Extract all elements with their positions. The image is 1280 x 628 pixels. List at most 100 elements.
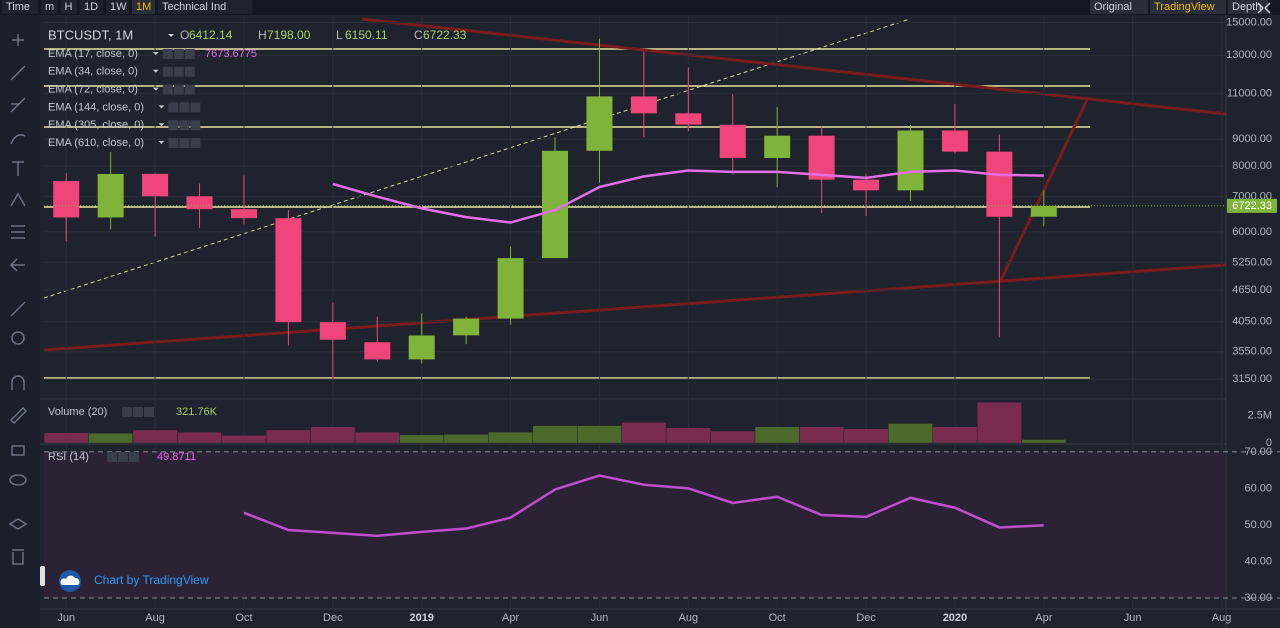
y-tick-label: 8000.00 [1232, 160, 1272, 172]
toolbar-button[interactable] [132, 0, 155, 14]
ohlc-key: L [336, 28, 343, 42]
back-icon[interactable] [9, 258, 25, 272]
legend-button[interactable] [129, 452, 139, 462]
legend-button[interactable] [144, 407, 154, 417]
legend-button[interactable] [190, 120, 201, 131]
trend-icon[interactable] [10, 65, 26, 81]
candle-body [453, 318, 480, 336]
candle-body [53, 180, 80, 218]
magnet-icon[interactable] [11, 375, 25, 390]
candle-body [764, 135, 791, 159]
volume-bar [976, 401, 1022, 444]
indicator-label: EMA (17, close, 0) [48, 48, 138, 60]
legend-button[interactable] [184, 49, 195, 59]
legend-button[interactable] [168, 120, 179, 131]
legend-button[interactable] [179, 120, 190, 131]
toolbar-label: 1D [84, 1, 98, 13]
legend-button[interactable] [184, 84, 195, 95]
pen-icon[interactable] [9, 406, 28, 425]
lock-icon[interactable] [11, 445, 25, 456]
y-tick-label: 11000.00 [1227, 87, 1272, 99]
candle-body [497, 258, 524, 319]
y-tick-label: 13000.00 [1226, 49, 1272, 61]
y-tick-label: 30.00 [1244, 592, 1272, 604]
candle-body [275, 218, 302, 323]
legend-button[interactable] [173, 66, 184, 77]
legend-button[interactable] [162, 49, 173, 59]
toolbar-button[interactable] [158, 0, 253, 14]
x-tick-label: 2019 [409, 612, 433, 624]
view-button[interactable] [1090, 0, 1148, 14]
text-icon[interactable] [12, 161, 24, 176]
legend-button[interactable] [162, 66, 173, 77]
x-tick-label: Dec [323, 612, 343, 624]
pattern-icon[interactable] [10, 192, 26, 207]
y-tick-label: 60.00 [1244, 482, 1272, 494]
candle-body [1030, 205, 1057, 217]
legend-button[interactable] [118, 452, 128, 462]
toolbar-button[interactable] [41, 0, 58, 14]
legend-button[interactable] [184, 66, 195, 77]
x-tick-label: 2020 [943, 612, 967, 624]
candle-body [319, 322, 346, 340]
scroll-handle [40, 566, 45, 586]
volume-bar [932, 426, 978, 444]
volume-bar [443, 434, 489, 444]
legend-button[interactable] [162, 84, 173, 95]
toolbar-button[interactable] [106, 0, 129, 14]
indicator-label: EMA (72, close, 0) [48, 84, 138, 96]
x-tick-label: Aug [145, 612, 165, 624]
y-tick-label: 5250.00 [1232, 256, 1272, 268]
legend-button[interactable] [133, 407, 143, 417]
y-tick-label: 0 [1266, 437, 1272, 449]
volume-bar [843, 428, 889, 444]
eye-icon[interactable] [9, 474, 27, 486]
legend-button[interactable] [173, 84, 184, 95]
ohlc-value: 6412.14 [189, 28, 233, 42]
legend-button[interactable] [107, 452, 117, 462]
cursor-icon[interactable] [12, 34, 24, 46]
toolbar-button[interactable] [80, 0, 103, 14]
volume-bar [88, 432, 134, 444]
candle-body [986, 151, 1013, 217]
legend-button[interactable] [179, 138, 190, 148]
layers-icon[interactable] [8, 518, 28, 530]
ruler-icon[interactable] [10, 301, 26, 317]
legend-button[interactable] [190, 138, 201, 148]
zoom-icon[interactable] [11, 331, 25, 345]
volume-bar [132, 429, 178, 444]
measure-icon[interactable] [11, 225, 25, 239]
fullscreen-icon[interactable] [1257, 2, 1271, 14]
volume-bar [221, 435, 267, 444]
legend-button[interactable] [179, 102, 190, 113]
toolbar-label: 1M [136, 1, 151, 13]
rsi-band [44, 451, 1226, 598]
toolbar-button[interactable] [60, 0, 78, 14]
indicator-label: EMA (610, close, 0) [48, 137, 144, 149]
trash-icon[interactable] [12, 549, 24, 565]
candle-body [186, 196, 213, 210]
legend-button[interactable] [122, 407, 132, 417]
view-button[interactable] [1150, 0, 1226, 14]
y-tick-label: 6000.00 [1232, 226, 1272, 238]
volume-bar [754, 426, 800, 444]
ohlc-value: 6150.11 [345, 28, 388, 42]
legend-button[interactable] [190, 102, 201, 113]
y-tick-label: 3150.00 [1232, 373, 1272, 385]
volume-bar [799, 426, 845, 444]
volume-bar [488, 431, 534, 444]
toolbar-label: Technical Ind [162, 1, 226, 13]
fib-icon[interactable] [10, 97, 26, 113]
volume-bar [399, 434, 445, 444]
y-tick-label: 4050.00 [1232, 316, 1272, 328]
view-label: Depth [1232, 1, 1261, 13]
legend-button[interactable] [173, 49, 184, 59]
watermark[interactable]: Chart by TradingView [94, 573, 209, 587]
legend-button[interactable] [168, 102, 179, 113]
y-tick-label: 50.00 [1244, 519, 1272, 531]
toolbar-button[interactable] [2, 0, 38, 14]
legend-button[interactable] [168, 138, 179, 148]
volume-bar [665, 427, 711, 444]
brush-icon[interactable] [10, 134, 26, 145]
